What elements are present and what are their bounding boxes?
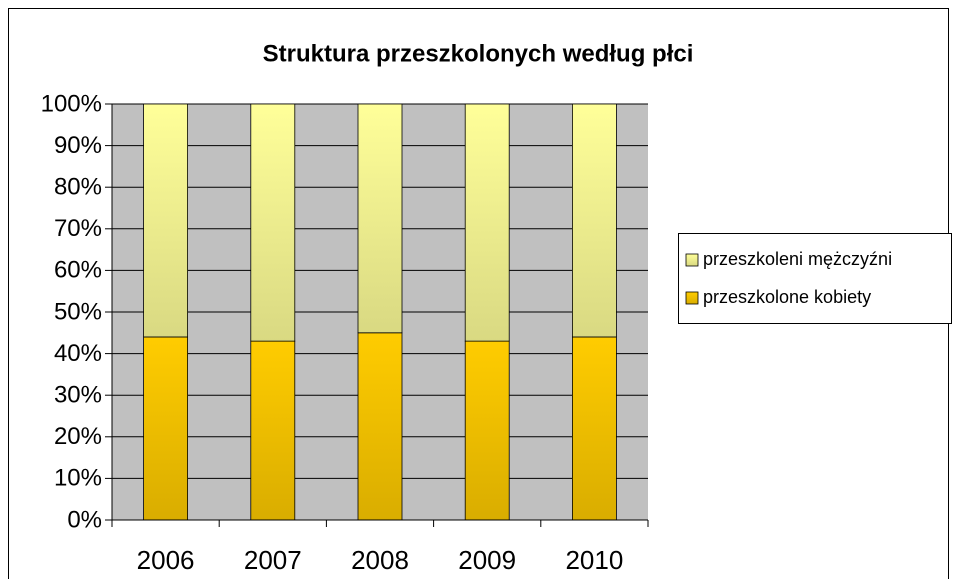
x-tick-label: 2010 <box>565 545 623 575</box>
legend-box <box>678 233 952 324</box>
bar-segment <box>143 336 189 521</box>
bar-segment <box>250 103 296 342</box>
legend-swatch <box>685 253 699 267</box>
legend-label: przeszkolone kobiety <box>703 287 871 307</box>
bar-segment <box>464 340 510 521</box>
chart-title: Struktura przeszkolonych według płci <box>263 40 694 67</box>
y-tick-label: 20% <box>54 423 102 450</box>
bar-segment <box>357 332 403 521</box>
legend-label: przeszkoleni mężczyźni <box>703 249 892 269</box>
bar-segment <box>357 103 403 334</box>
bar-segment <box>572 103 617 338</box>
bar-segment <box>464 103 510 342</box>
y-tick-label: 10% <box>54 465 102 492</box>
y-tick-label: 80% <box>54 174 102 201</box>
y-tick-label: 60% <box>54 257 102 284</box>
x-tick-label: 2006 <box>137 545 195 575</box>
y-tick-label: 40% <box>54 340 102 367</box>
x-tick-label: 2007 <box>244 545 302 575</box>
legend-swatch <box>685 291 699 305</box>
y-tick-label: 70% <box>54 215 102 242</box>
bar-segment <box>250 340 296 521</box>
x-tick-label: 2009 <box>458 545 516 575</box>
bar-segment <box>143 103 189 338</box>
y-tick-label: 50% <box>54 298 102 325</box>
y-tick-label: 0% <box>67 506 102 533</box>
y-tick-label: 90% <box>54 132 102 159</box>
bar-segment <box>572 336 617 521</box>
y-tick-label: 30% <box>54 382 102 409</box>
y-tick-label: 100% <box>41 90 102 117</box>
x-tick-label: 2008 <box>351 545 409 575</box>
